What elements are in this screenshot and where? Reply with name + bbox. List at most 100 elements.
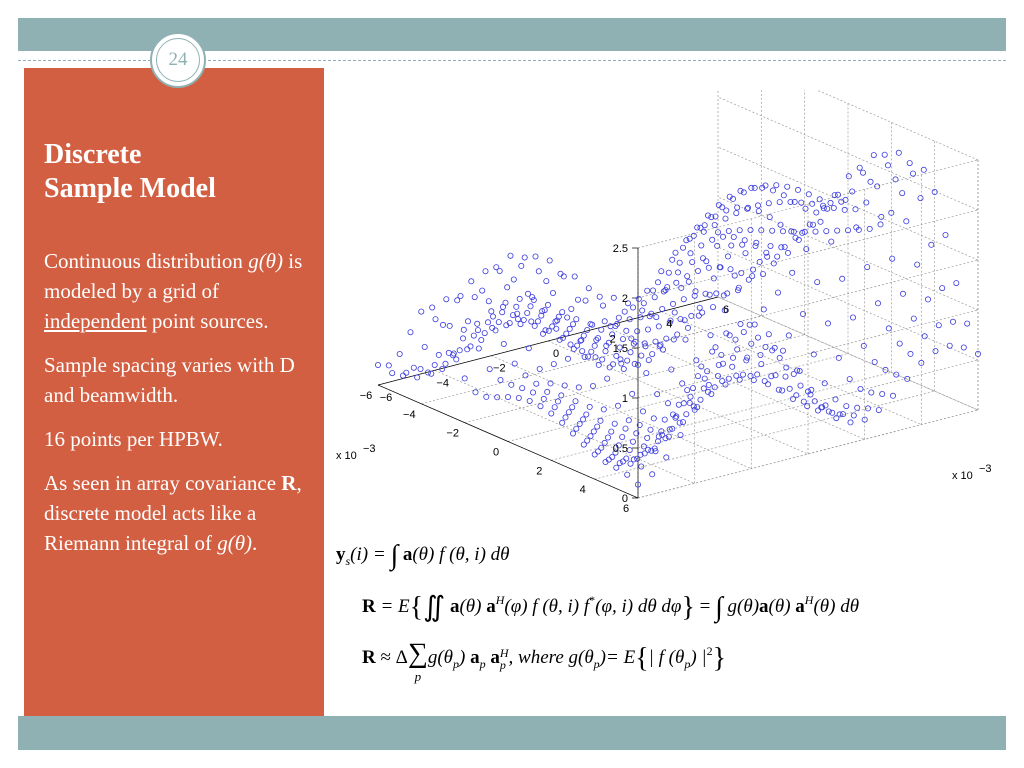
scatter-point [515, 394, 522, 401]
scatter-point [474, 320, 481, 327]
scatter-point [489, 313, 496, 320]
scatter-point [573, 425, 580, 432]
grid-line [551, 371, 892, 461]
scatter-point [824, 205, 831, 212]
x-multiplier: x 10 [952, 470, 973, 482]
scatter-point [705, 381, 712, 388]
scatter-point [591, 342, 598, 349]
scatter-point [866, 225, 873, 232]
scatter-point [410, 364, 417, 371]
scatter-point [830, 205, 837, 212]
scatter-point [679, 419, 686, 426]
scatter-point [602, 348, 609, 355]
scatter-point [722, 215, 729, 222]
scatter-point [622, 425, 629, 432]
scatter-point [652, 448, 659, 455]
z-tick-label: 1 [622, 393, 628, 405]
scatter-point [737, 187, 744, 194]
scatter-point [749, 273, 756, 280]
scatter-point [868, 389, 875, 396]
scatter-point [760, 306, 767, 313]
scatter-point [442, 360, 449, 367]
scatter-point [744, 205, 751, 212]
scatter-point [724, 253, 731, 260]
scatter-point [712, 213, 719, 220]
grid-line [377, 384, 639, 499]
scatter-point [655, 433, 662, 440]
scatter-point [727, 266, 734, 273]
scatter-point [638, 463, 645, 470]
scatter-point [518, 262, 525, 269]
scatter-point [581, 353, 588, 360]
scatter-point [562, 414, 569, 421]
y-tick-label: −6 [360, 390, 373, 402]
scatter-point [594, 448, 601, 455]
scatter-point [623, 455, 630, 462]
scatter-point [684, 273, 691, 280]
scatter-point [742, 250, 749, 257]
scatter-point [889, 255, 896, 262]
scatter-point [687, 393, 694, 400]
scatter-point [474, 327, 481, 334]
scatter-point [507, 252, 514, 259]
scatter-point [775, 386, 782, 393]
scatter-point [718, 351, 725, 358]
scatter-point [550, 361, 557, 368]
scatter-point [674, 269, 681, 276]
scatter-point [655, 323, 662, 330]
scatter-point [675, 401, 682, 408]
scatter-point [895, 149, 902, 156]
scatter-point [783, 364, 790, 371]
scatter-point [736, 227, 743, 234]
scatter-point [460, 326, 467, 333]
scatter-point [520, 316, 527, 323]
scatter-point [809, 200, 816, 207]
scatter-point [698, 363, 705, 370]
scatter-point [739, 241, 746, 248]
scatter-point [664, 284, 671, 291]
title-line-1: Discrete [44, 139, 142, 170]
scatter-point [931, 189, 938, 196]
scatter-point [829, 409, 836, 416]
scatter-point [870, 152, 877, 159]
scatter-point [440, 321, 447, 328]
p1-text-c: point sources. [146, 309, 269, 333]
scatter-point [835, 354, 842, 361]
scatter-point [699, 309, 706, 316]
scatter-point [481, 330, 488, 337]
z-tick-label: 1.5 [613, 343, 628, 355]
scatter-point [580, 441, 587, 448]
scatter-point [479, 287, 486, 294]
y-tick-label: −2 [446, 428, 459, 440]
scatter-point [694, 373, 701, 380]
scatter-point [845, 173, 852, 180]
scatter-point [656, 343, 663, 350]
scatter-point [790, 228, 797, 235]
scatter-point [767, 242, 774, 249]
scatter-point [683, 237, 690, 244]
scatter-point [732, 336, 739, 343]
scatter-point [407, 329, 414, 336]
scatter-point [418, 308, 425, 315]
scatter-point [821, 380, 828, 387]
scatter-point [552, 318, 559, 325]
scatter-point [765, 200, 772, 207]
scatter-point [630, 340, 637, 347]
scatter-point [534, 318, 541, 325]
scatter-point [601, 318, 608, 325]
scatter-point [486, 366, 493, 373]
scatter-point [529, 294, 536, 301]
scatter-point [841, 206, 848, 213]
scatter-point [687, 250, 694, 257]
scatter-point [737, 320, 744, 327]
scatter-point [796, 367, 803, 374]
scatter-point [766, 214, 773, 221]
scatter-point [928, 241, 935, 248]
scatter-point [589, 382, 596, 389]
scatter-point [806, 221, 813, 228]
scatter-point [804, 403, 811, 410]
scatter-point [719, 360, 726, 367]
scatter-point [504, 284, 511, 291]
scatter-point [543, 278, 550, 285]
p1-text-a: Continuous distribution [44, 249, 249, 273]
